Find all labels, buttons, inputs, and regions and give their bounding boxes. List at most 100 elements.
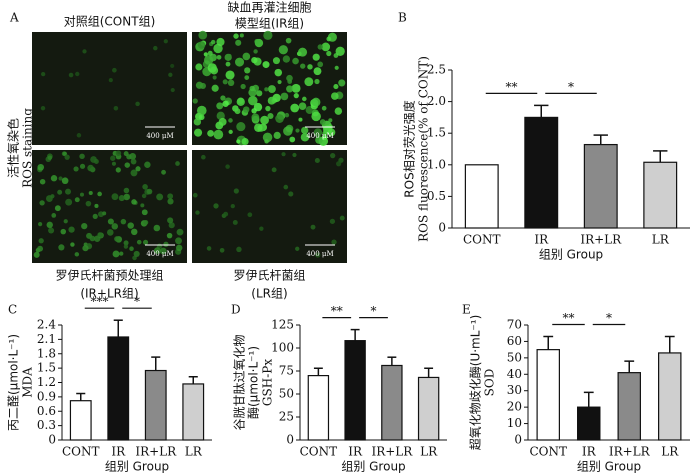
cell [240, 83, 246, 90]
cell [311, 111, 321, 122]
cell [290, 103, 300, 113]
y-tick-label: 1.5 [427, 126, 446, 140]
cell [119, 251, 124, 256]
y-axis-label-line: MDA [21, 367, 35, 398]
cell [280, 92, 289, 101]
cell [87, 164, 94, 172]
cell [216, 37, 225, 47]
cell [64, 154, 70, 160]
cell [123, 187, 130, 194]
cell [130, 158, 137, 165]
cell [74, 197, 80, 203]
cell [295, 246, 300, 251]
cell [262, 61, 270, 69]
cell [37, 245, 44, 252]
cell [79, 192, 84, 197]
y-tick-label: 100 [271, 341, 294, 355]
cell [108, 78, 113, 83]
cell [94, 203, 99, 209]
cell [144, 161, 151, 168]
cell [102, 211, 107, 216]
cell [321, 42, 331, 52]
y-axis-label: ROS相对荧光强度 ROS fluorescence(% of CONT) [402, 56, 431, 242]
cell [153, 224, 161, 232]
y-tick-label: 0.3 [37, 418, 56, 432]
cell [61, 177, 69, 185]
cell [235, 39, 242, 46]
y-axis-label-line: 酶(μmol·L⁻¹) [246, 346, 261, 419]
y-tick-label: 50 [279, 387, 294, 401]
cell [210, 39, 216, 45]
cell [330, 152, 336, 159]
panel-letter: B [398, 11, 407, 25]
scale-label: 400 μM [306, 132, 333, 140]
cell [216, 111, 225, 120]
cell [115, 150, 122, 156]
cell [312, 53, 320, 61]
cell [63, 219, 68, 224]
row-label-text: 活性氧染色 [6, 118, 21, 178]
cell [111, 193, 119, 201]
y-tick-label: 70 [507, 318, 522, 332]
cell [212, 75, 217, 80]
bar [464, 164, 499, 229]
cell [248, 95, 258, 106]
cell [93, 235, 101, 242]
x-tick-label: IR [111, 445, 126, 459]
cell [170, 63, 175, 69]
cell [288, 191, 294, 197]
microscopy-image [32, 32, 187, 145]
cell [292, 152, 297, 158]
cell [115, 167, 121, 173]
cell [291, 83, 301, 93]
cell [58, 176, 63, 181]
cell [319, 119, 326, 125]
cell [114, 236, 120, 242]
cell [254, 123, 263, 132]
cell [112, 67, 117, 73]
cell [142, 239, 149, 245]
significance-label: *** [91, 295, 109, 309]
row-label-text: ROS staining [21, 108, 35, 188]
cell [168, 72, 173, 77]
cell [81, 222, 88, 230]
y-axis-label: 超氧化物歧化酶(U·mL⁻¹) SOD [468, 315, 497, 450]
cell [41, 71, 46, 77]
cell [68, 226, 75, 233]
cell [251, 113, 260, 122]
cell [207, 129, 215, 137]
y-tick-label: 0 [48, 433, 56, 447]
cell [232, 219, 238, 225]
cell [317, 44, 323, 50]
cell [176, 228, 184, 236]
x-tick-label: IR [348, 445, 363, 459]
y-axis-label-line: SOD [483, 369, 497, 397]
cell [142, 184, 148, 190]
cell [271, 167, 277, 173]
cell [225, 70, 235, 80]
y-tick-label: 25 [279, 410, 294, 424]
cell [97, 191, 102, 197]
cell [273, 131, 281, 140]
cell [161, 169, 166, 175]
cell [194, 128, 203, 137]
cell [123, 240, 129, 246]
y-tick-label: 0.5 [427, 189, 446, 203]
cell [243, 106, 250, 113]
cell [267, 96, 276, 105]
cell [107, 218, 114, 225]
y-tick-label: 0.9 [37, 389, 56, 403]
cell [331, 92, 339, 100]
y-axis-label-line: ROS fluorescence(% of CONT) [417, 56, 431, 242]
y-tick-label: 125 [271, 318, 294, 332]
cell [236, 122, 246, 132]
cell [210, 66, 219, 75]
image-title: (IR+LR组) [80, 287, 138, 301]
cell [216, 102, 224, 110]
cell [85, 200, 92, 207]
cell [111, 161, 116, 166]
cell [198, 114, 205, 121]
x-tick-label: LR [661, 445, 679, 459]
cell [222, 79, 228, 85]
cell [38, 222, 43, 227]
